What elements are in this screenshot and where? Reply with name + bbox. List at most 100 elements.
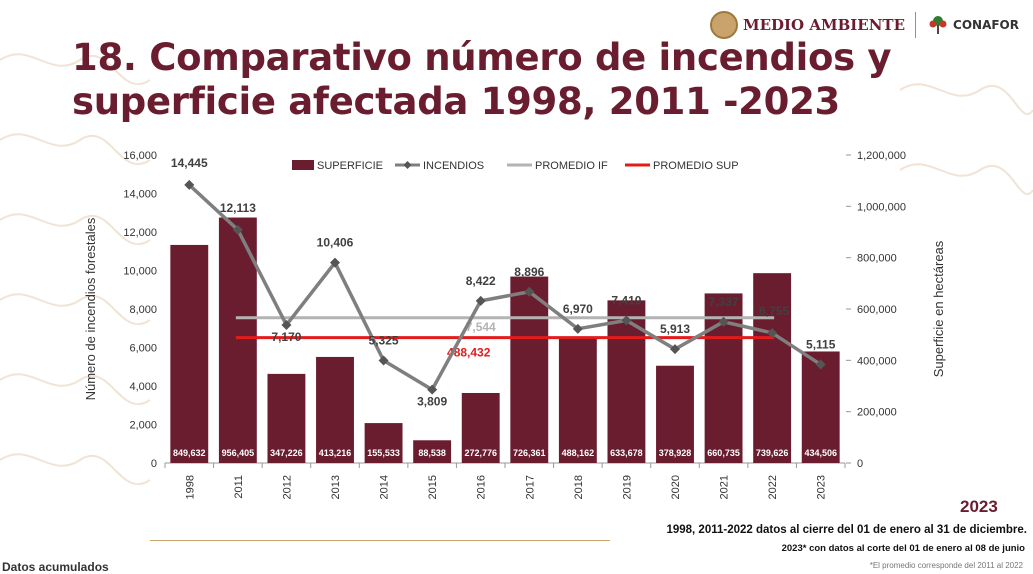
bar-value-label: 726,361 [513,448,546,458]
incendios-value-label: 7,337 [709,295,739,309]
bar-superficie [510,276,549,463]
x-tick-label: 2023 [816,475,828,499]
incendios-point [718,316,729,327]
note-line-1: 1998, 2011-2022 datos al cierre del 01 d… [666,524,1027,536]
incendios-point [670,344,680,355]
bar-superficie [801,351,840,463]
promedio-if-label: 7,544 [466,320,496,334]
header-logos: MEDIO AMBIENTE CONAFOR [709,10,1019,40]
medio-ambiente-text: MEDIO AMBIENTE [742,16,906,34]
x-tick-label: 2018 [573,475,585,499]
promedio-sup-label: 488,432 [447,346,491,360]
incendios-point [427,384,438,395]
y2-tick-label: 800,000 [857,253,897,265]
incendios-point [378,355,389,366]
bar-value-label: 434,506 [804,448,837,458]
x-tick-label: 2012 [281,475,293,499]
y2-axis-title: Superficie en hectáreas [931,240,946,377]
x-tick-label: 2021 [719,475,731,499]
bar-value-label: 633,678 [610,448,643,458]
bar-value-label: 347,226 [270,448,303,458]
y-tick-label: 14,000 [123,189,157,201]
y2-tick-label: 1,000,000 [857,201,906,213]
legend-label: PROMEDIO IF [535,160,608,172]
incendios-value-label: 10,406 [317,236,354,250]
bar-value-label: 488,162 [562,448,595,458]
incendios-value-label: 6,970 [563,302,593,316]
y2-tick-label: 600,000 [857,304,897,316]
year-badge: 2023 [960,497,998,516]
incendios-point [815,359,826,370]
page-title: 18. Comparativo número de incendios y su… [72,36,952,124]
y-tick-label: 2,000 [129,420,157,432]
y-tick-label: 12,000 [123,227,157,239]
incendios-point [767,327,778,338]
y2-tick-label: 400,000 [857,355,897,367]
accumulated-data-label: Datos acumulados [2,560,109,574]
incendios-value-label: 7,170 [271,330,301,344]
bar-superficie [461,392,500,463]
seal-icon [709,11,738,39]
x-tick-label: 1998 [184,475,196,499]
incendios-point [572,323,583,334]
incendios-point [524,286,535,297]
bar-superficie [170,244,209,463]
bar-value-label: 378,928 [659,448,692,458]
incendios-value-label: 5,913 [660,322,690,336]
incendios-value-label: 6,755 [759,304,789,318]
bar-superficie [267,373,306,463]
incendios-value-label: 8,896 [514,265,544,279]
legend-swatch-superficie [292,160,314,170]
title-line-2: superficie afectada 1998, 2011 -2023 [72,80,840,123]
x-tick-label: 2014 [379,475,391,499]
legend-label: INCENDIOS [423,160,484,172]
legend-label: PROMEDIO SUP [653,160,739,172]
y-tick-label: 6,000 [129,343,157,355]
incendios-point [232,224,243,235]
bar-value-label: 956,405 [222,448,255,458]
y-tick-label: 4,000 [129,381,157,393]
y-axis-title: Número de incendios forestales [83,217,98,400]
incendios-value-label: 5,325 [369,333,399,347]
bar-value-label: 413,216 [319,448,352,458]
x-tick-label: 2011 [233,475,245,499]
x-tick-label: 2013 [330,475,342,499]
x-tick-label: 2022 [767,475,779,499]
y-tick-label: 8,000 [129,304,157,316]
legend-marker [403,161,412,169]
y2-tick-label: 1,200,000 [857,150,906,162]
bar-superficie [656,365,694,463]
note-line-2: 2023* con datos al corte del 01 de enero… [781,543,1025,554]
conafor-text: CONAFOR [953,18,1019,32]
footer-rule [150,540,610,541]
incendios-value-label: 14,445 [171,156,208,170]
y2-tick-label: 0 [857,458,863,470]
title-line-1: 18. Comparativo número de incendios y [72,36,892,79]
x-tick-label: 2015 [427,475,439,499]
incendios-line [188,183,822,393]
x-tick-label: 2016 [476,475,488,499]
x-tick-label: 2017 [524,475,536,499]
x-tick-label: 2020 [670,475,682,499]
incendios-point [184,179,195,190]
incendios-point [621,315,632,326]
bar-value-label: 272,776 [464,448,497,458]
incendios-point [281,319,292,330]
bar-superficie [364,423,403,463]
logo-divider [915,12,917,38]
incendios-value-label: 7,410 [611,293,641,307]
incendios-value-label: 3,809 [417,395,447,409]
incendios-value-label: 8,422 [466,274,496,288]
conafor-logo: CONAFOR [926,13,1019,37]
bar-value-label: 739,626 [756,448,789,458]
incendios-point [475,295,486,306]
bar-superficie [753,273,792,463]
legend-label: SUPERFICIE [317,160,383,172]
bar-superficie [558,337,597,463]
medio-ambiente-logo: MEDIO AMBIENTE [709,11,906,39]
bar-value-label: 88,538 [418,448,446,458]
bar-value-label: 660,735 [707,448,740,458]
y2-tick-label: 200,000 [857,407,897,419]
